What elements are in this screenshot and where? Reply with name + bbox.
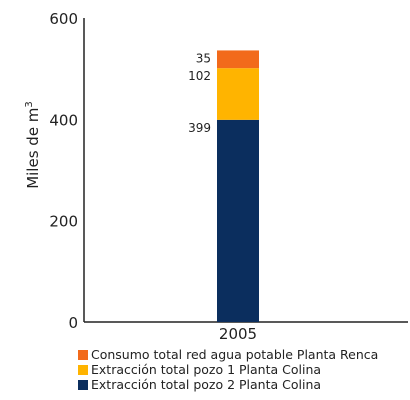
y-axis-title-group: Miles de m3 (24, 101, 42, 189)
legend-label-pozo-2-colina: Extracción total pozo 2 Planta Colina (91, 377, 322, 392)
legend-swatch-consumo-red-renca (78, 349, 88, 360)
bar-segment-pozo-1-colina (217, 68, 259, 120)
y-axis-title-text: Miles de m (24, 108, 42, 189)
y-axis-title-superscript: 3 (24, 101, 35, 107)
x-tick-label-2005: 2005 (219, 325, 257, 343)
legend-item-pozo-2-colina: Extracción total pozo 2 Planta Colina (78, 377, 378, 392)
bar-segment-consumo-red-renca (217, 50, 259, 69)
legend-item-pozo-1-colina: Extracción total pozo 1 Planta Colina (78, 362, 378, 377)
y-tick-label-0: 0 (68, 314, 78, 332)
y-axis-title: Miles de m3 (24, 101, 42, 189)
value-label-consumo-red-renca: 35 (196, 51, 211, 65)
value-label-pozo-2-colina: 399 (188, 121, 211, 135)
legend-swatch-pozo-1-colina (78, 364, 88, 375)
y-tick-label-400: 400 (49, 111, 78, 129)
bar-segments (217, 50, 259, 322)
legend-item-consumo-red-renca: Consumo total red agua potable Planta Re… (78, 347, 378, 362)
legend-label-consumo-red-renca: Consumo total red agua potable Planta Re… (91, 347, 379, 362)
legend: Consumo total red agua potable Planta Re… (78, 347, 378, 392)
y-tick-label-600: 600 (49, 10, 78, 28)
legend-label-pozo-1-colina: Extracción total pozo 1 Planta Colina (91, 362, 322, 377)
y-tick-label-200: 200 (49, 213, 78, 231)
legend-swatch-pozo-2-colina (78, 379, 88, 390)
y-tick-labels: 0 200 400 600 (49, 10, 78, 332)
bar-segment-pozo-2-colina (217, 119, 259, 322)
value-labels: 399 102 35 (188, 51, 211, 134)
x-tick-labels: 2005 (219, 325, 257, 343)
value-label-pozo-1-colina: 102 (188, 69, 211, 83)
